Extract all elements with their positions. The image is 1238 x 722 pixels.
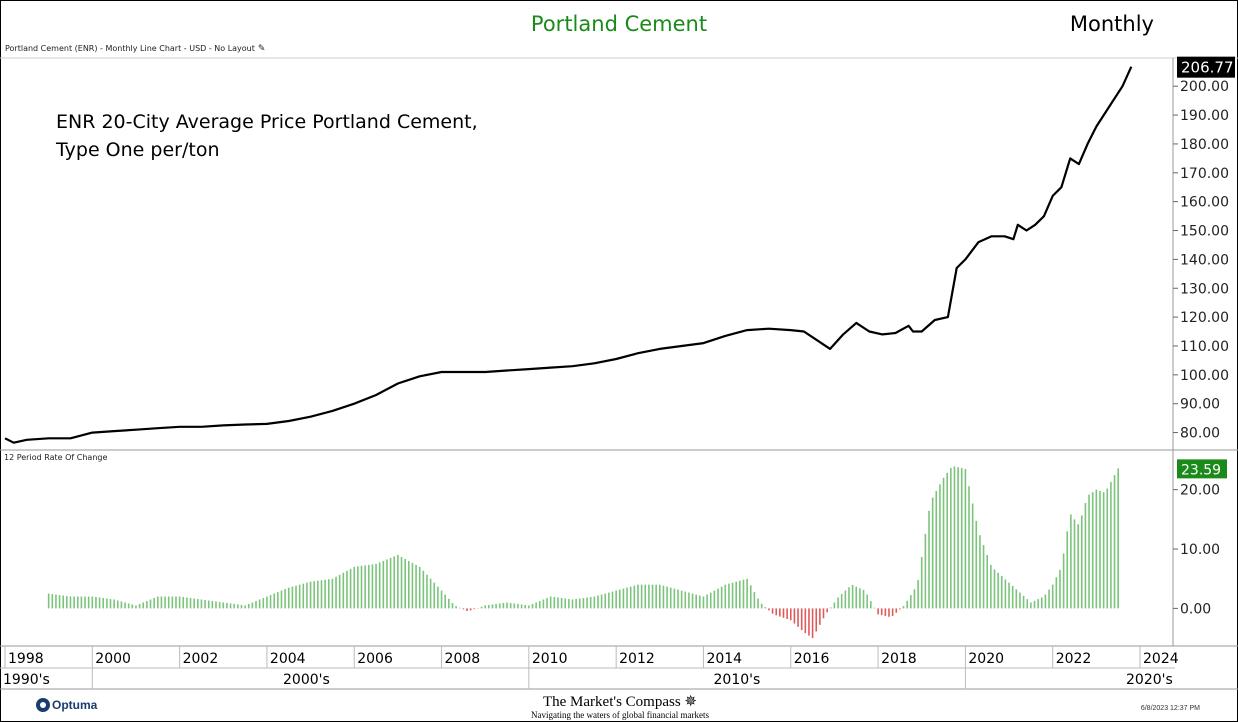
- last-price-label: 206.77: [1181, 59, 1234, 77]
- decade-label-3: 2020's: [1126, 672, 1173, 688]
- year-label-10: 2018: [881, 651, 917, 667]
- year-label-9: 2016: [794, 651, 830, 667]
- decade-label-2: 2010's: [714, 672, 761, 688]
- year-label-2: 2002: [183, 651, 219, 667]
- last-roc-badge: [1177, 459, 1227, 479]
- decade-label-1: 2000's: [283, 672, 330, 688]
- year-label-12: 2022: [1056, 651, 1092, 667]
- annotation-line-2: Type One per/ton: [56, 139, 220, 161]
- last-roc-label: 23.59: [1181, 462, 1221, 478]
- price-tick-label-12: 200.00: [1180, 79, 1229, 95]
- brand-block: The Market's Compass ✵ Navigating the wa…: [500, 694, 740, 720]
- price-tick-label-3: 110.00: [1180, 339, 1229, 355]
- brand-tagline: Navigating the waters of global financia…: [531, 710, 709, 720]
- price-tick-label-6: 140.00: [1180, 252, 1229, 268]
- price-tick-label-1: 90.00: [1180, 397, 1220, 413]
- price-tick-label-10: 180.00: [1180, 137, 1229, 153]
- price-tick-label-2: 100.00: [1180, 368, 1229, 384]
- roc-tick-label-2: 20.00: [1180, 483, 1220, 499]
- price-tick-label-9: 170.00: [1180, 166, 1229, 182]
- year-label-8: 2014: [706, 651, 742, 667]
- year-label-1: 2000: [95, 651, 131, 667]
- subtitle-text: Portland Cement (ENR) - Monthly Line Cha…: [5, 44, 255, 53]
- year-label-5: 2008: [445, 651, 481, 667]
- optuma-logo-icon: [36, 698, 50, 712]
- price-series-line: [4, 66, 1133, 444]
- chart-title: Portland Cement: [530, 12, 708, 36]
- year-label-6: 2010: [532, 651, 568, 667]
- chart-subtitle: Portland Cement (ENR) - Monthly Line Cha…: [5, 44, 265, 54]
- optuma-logo: Optuma: [36, 698, 97, 712]
- price-tick-label-0: 80.00: [1180, 426, 1220, 442]
- annotation-line-1: ENR 20-City Average Price Portland Cemen…: [56, 111, 478, 133]
- last-price-badge: [1177, 56, 1235, 78]
- year-label-3: 2004: [270, 651, 306, 667]
- timestamp: 6/8/2023 12:37 PM: [1140, 705, 1200, 712]
- pencil-icon[interactable]: ✎: [257, 44, 266, 54]
- price-tick-label-7: 150.00: [1180, 224, 1229, 240]
- decade-label-0: 1990's: [3, 672, 50, 688]
- period-label: Monthly: [1069, 12, 1154, 36]
- compass-icon: ✵: [684, 694, 697, 710]
- roc-panel-title: 12 Period Rate Of Change: [4, 453, 108, 462]
- roc-tick-label-1: 10.00: [1180, 542, 1220, 558]
- price-tick-label-11: 190.00: [1180, 108, 1229, 124]
- roc-tick-label-0: 0.00: [1180, 601, 1211, 617]
- brand-name: The Market's Compass ✵: [500, 694, 740, 710]
- year-label-11: 2020: [968, 651, 1004, 667]
- year-label-7: 2012: [619, 651, 655, 667]
- price-tick-label-8: 160.00: [1180, 195, 1229, 211]
- optuma-text: Optuma: [52, 698, 98, 712]
- year-label-13: 2024: [1143, 651, 1179, 667]
- year-label-0: 1998: [8, 651, 44, 667]
- chart-annotation: ENR 20-City Average Price Portland Cemen…: [56, 108, 478, 164]
- price-tick-label-5: 130.00: [1180, 281, 1229, 297]
- brand-text: The Market's Compass: [542, 694, 681, 710]
- price-tick-label-4: 120.00: [1180, 310, 1229, 326]
- year-label-4: 2006: [357, 651, 393, 667]
